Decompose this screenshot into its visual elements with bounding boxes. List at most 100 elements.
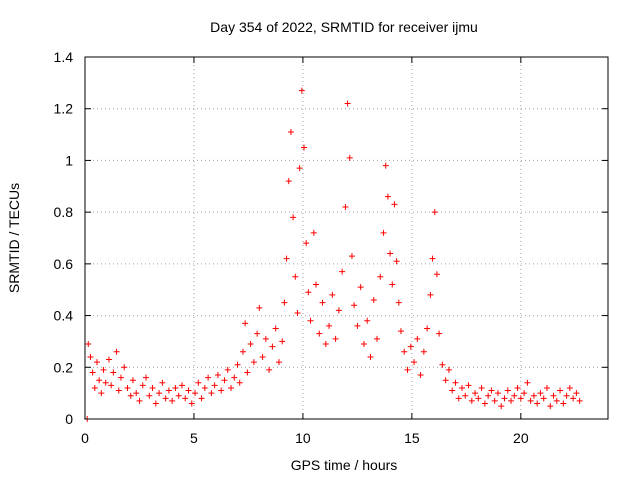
- data-point: [165, 387, 172, 394]
- data-point: [239, 348, 246, 355]
- data-point: [175, 392, 182, 399]
- data-point: [275, 359, 282, 366]
- y-tick-label: 0.4: [54, 308, 74, 324]
- x-tick-label: 15: [404, 430, 420, 446]
- data-point: [127, 392, 134, 399]
- data-point: [427, 291, 434, 298]
- data-point: [560, 400, 567, 407]
- data-point: [339, 268, 346, 275]
- data-point: [445, 366, 452, 373]
- y-tick-label: 1: [65, 152, 73, 168]
- data-point: [360, 341, 367, 348]
- data-point: [231, 374, 238, 381]
- data-point: [96, 377, 103, 384]
- data-point: [236, 379, 243, 386]
- data-point: [172, 384, 179, 391]
- data-point: [98, 390, 105, 397]
- data-point: [498, 403, 505, 410]
- data-point: [152, 400, 159, 407]
- data-point: [485, 392, 492, 399]
- data-point: [89, 369, 96, 376]
- data-point: [455, 395, 462, 402]
- data-point: [294, 309, 301, 316]
- data-point: [393, 258, 400, 265]
- data-point: [462, 392, 469, 399]
- data-point: [85, 341, 92, 348]
- data-point: [162, 395, 169, 402]
- data-point: [384, 193, 391, 200]
- data-point: [550, 392, 557, 399]
- data-point: [312, 281, 319, 288]
- data-point: [159, 379, 166, 386]
- data-point: [290, 214, 297, 221]
- data-point: [256, 304, 263, 311]
- data-point: [407, 343, 414, 350]
- data-point: [436, 330, 443, 337]
- data-point: [139, 382, 146, 389]
- y-tick-label: 0.2: [54, 359, 74, 375]
- data-point: [517, 395, 524, 402]
- data-point: [178, 382, 185, 389]
- y-tick-label: 0.6: [54, 256, 74, 272]
- data-point: [576, 397, 583, 404]
- data-point: [87, 353, 94, 360]
- data-point: [465, 382, 472, 389]
- data-point: [514, 384, 521, 391]
- data-point: [530, 392, 537, 399]
- data-point: [292, 273, 299, 280]
- data-point: [504, 387, 511, 394]
- data-point: [113, 348, 120, 355]
- data-point: [262, 335, 269, 342]
- data-point: [296, 165, 303, 172]
- y-tick-label: 1.4: [54, 49, 74, 65]
- data-point: [91, 384, 98, 391]
- data-point: [417, 372, 424, 379]
- data-point: [387, 250, 394, 257]
- data-point: [553, 397, 560, 404]
- data-point: [250, 359, 257, 366]
- data-point: [266, 366, 273, 373]
- data-point: [414, 335, 421, 342]
- data-point: [543, 384, 550, 391]
- data-point: [149, 384, 156, 391]
- data-point: [234, 361, 241, 368]
- data-point: [156, 390, 163, 397]
- data-point: [307, 317, 314, 324]
- data-point: [452, 379, 459, 386]
- data-point: [431, 209, 438, 216]
- data-point: [458, 384, 465, 391]
- axis-ticks: 0 5 10 15 20 0 0.2 0.4 0.6 0.8 1 1.2 1.4: [54, 49, 608, 446]
- data-point: [110, 369, 117, 376]
- data-point: [281, 299, 288, 306]
- data-point: [563, 392, 570, 399]
- data-point: [283, 255, 290, 262]
- data-point: [303, 240, 310, 247]
- data-point: [540, 395, 547, 402]
- data-point: [481, 400, 488, 407]
- data-point: [205, 374, 212, 381]
- data-point: [322, 341, 329, 348]
- plot-frame: [84, 56, 609, 420]
- data-point: [354, 322, 361, 329]
- data-point: [395, 299, 402, 306]
- data-point: [316, 330, 323, 337]
- data-point: [442, 377, 449, 384]
- data-point: [501, 395, 508, 402]
- data-point: [146, 392, 153, 399]
- data-point: [105, 356, 112, 363]
- data-point: [534, 400, 541, 407]
- data-point: [511, 392, 518, 399]
- data-point: [401, 348, 408, 355]
- data-point: [424, 325, 431, 332]
- data-point: [192, 390, 199, 397]
- x-tick-label: 0: [81, 430, 89, 446]
- data-point: [521, 390, 528, 397]
- data-point: [287, 128, 294, 135]
- data-point: [188, 400, 195, 407]
- data-point: [102, 379, 109, 386]
- data-point: [93, 359, 100, 366]
- data-point: [182, 395, 189, 402]
- data-point: [364, 317, 371, 324]
- data-point: [143, 374, 150, 381]
- data-point: [494, 390, 501, 397]
